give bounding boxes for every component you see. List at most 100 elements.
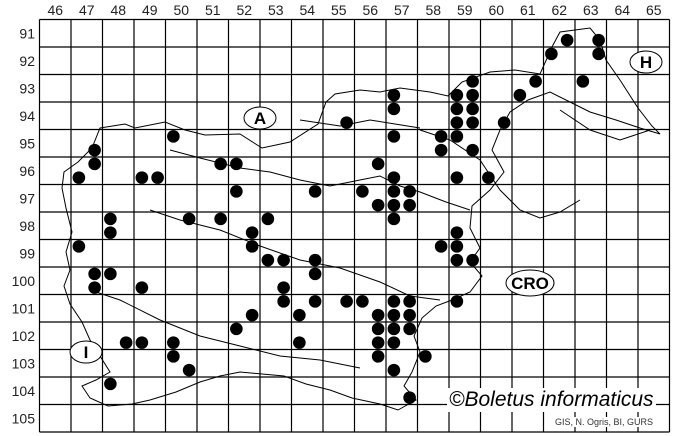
row-label: 103 — [12, 355, 36, 371]
record-dot — [387, 185, 401, 198]
record-dot — [72, 171, 86, 184]
record-dot — [387, 102, 401, 116]
record-dot — [245, 240, 259, 253]
record-dot — [261, 212, 275, 226]
row-label: 92 — [19, 53, 35, 69]
record-dot — [371, 350, 385, 363]
label-austria: A — [243, 106, 277, 130]
record-dot — [560, 33, 574, 47]
column-label: 58 — [425, 2, 441, 18]
record-dot — [387, 363, 401, 377]
record-dot — [403, 185, 416, 198]
row-labels: 91 92 93 94 95 96 97 98 99 100 101 102 103 104 105 — [12, 25, 36, 426]
record-dot — [371, 198, 385, 212]
record-dot — [88, 143, 101, 157]
record-dot — [182, 212, 196, 226]
record-dot — [88, 281, 101, 294]
record-dot — [230, 157, 243, 171]
row-label: 94 — [19, 108, 35, 124]
label-croatia-text: CRO — [511, 274, 549, 293]
row-label: 91 — [19, 25, 35, 41]
row-label: 98 — [19, 218, 35, 234]
record-dot — [403, 308, 416, 322]
record-dot — [419, 350, 432, 363]
river — [169, 149, 471, 211]
record-dot — [167, 350, 180, 363]
record-dot — [466, 253, 479, 267]
column-labels: 46 47 48 49 50 51 52 53 54 55 56 57 58 59 60 61 62 63 64 65 — [47, 2, 661, 18]
record-dot — [72, 240, 86, 253]
column-label: 55 — [331, 2, 347, 18]
label-austria-text: A — [254, 109, 266, 128]
row-label: 102 — [12, 328, 36, 344]
record-dot — [293, 336, 306, 349]
column-label: 53 — [268, 2, 284, 18]
record-dot — [104, 377, 117, 391]
record-dot — [387, 322, 401, 336]
record-dot — [466, 102, 479, 116]
record-dot — [340, 295, 353, 308]
record-dot — [450, 171, 464, 184]
record-dot — [466, 116, 479, 129]
record-dot — [434, 143, 448, 157]
record-dot — [403, 198, 416, 212]
record-dot — [434, 130, 448, 143]
record-dot — [356, 295, 369, 308]
label-italy: I — [69, 340, 103, 364]
label-italy-text: I — [84, 343, 89, 362]
credits-text: GIS, N. Ogris, BI, GURS — [555, 417, 654, 427]
column-label: 51 — [205, 2, 221, 18]
record-dot — [513, 88, 527, 102]
record-dot — [497, 116, 511, 129]
record-dot — [308, 185, 322, 198]
copyright-text: ©Boletus informaticus — [447, 388, 656, 412]
row-label: 104 — [12, 383, 36, 399]
record-dot — [308, 267, 322, 281]
record-dot — [450, 226, 464, 239]
column-label: 60 — [488, 2, 504, 18]
record-dot — [88, 157, 101, 171]
country-border — [61, 27, 661, 411]
river — [419, 129, 581, 219]
record-dot — [182, 363, 196, 377]
row-label: 96 — [19, 163, 35, 179]
record-dot — [387, 336, 401, 349]
column-label: 46 — [47, 2, 63, 18]
column-label: 54 — [299, 2, 315, 18]
record-dot — [576, 75, 590, 88]
slovenia-border — [61, 27, 661, 411]
row-label: 97 — [19, 190, 35, 206]
label-hungary-text: H — [640, 53, 652, 72]
column-label: 64 — [614, 2, 630, 18]
record-dot — [119, 336, 133, 349]
column-label: 57 — [394, 2, 410, 18]
row-label: 100 — [12, 273, 36, 289]
column-label: 61 — [520, 2, 536, 18]
record-dot — [135, 336, 149, 349]
record-dot — [387, 171, 401, 184]
record-dot — [340, 116, 353, 129]
record-dot — [308, 253, 322, 267]
row-label: 101 — [12, 300, 36, 316]
record-dot — [450, 253, 464, 267]
river — [559, 109, 651, 141]
record-dot — [387, 308, 401, 322]
record-dot — [230, 322, 243, 336]
record-dot — [135, 171, 149, 184]
label-hungary: H — [629, 50, 663, 74]
record-dot — [450, 116, 464, 129]
record-dot — [387, 198, 401, 212]
record-dot — [104, 226, 117, 239]
record-dot — [88, 267, 101, 281]
record-dot — [387, 88, 401, 102]
record-dot — [135, 281, 149, 294]
record-dot — [245, 308, 259, 322]
label-croatia: CRO — [505, 269, 555, 297]
record-dot — [592, 47, 605, 61]
column-label: 62 — [551, 2, 567, 18]
record-dot — [466, 143, 479, 157]
column-label: 65 — [646, 2, 662, 18]
record-dot — [167, 336, 180, 349]
record-dot — [403, 391, 416, 404]
